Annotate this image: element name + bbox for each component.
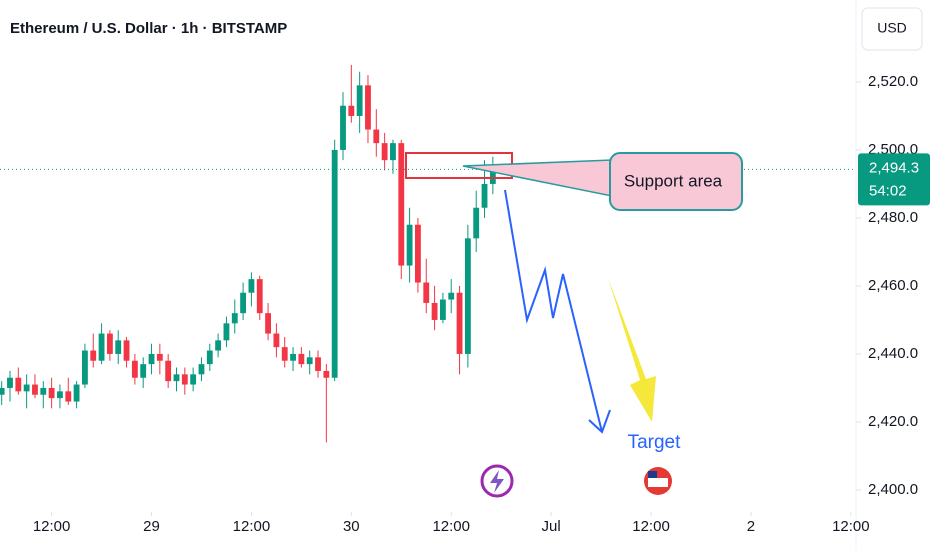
candle-body — [456, 292, 463, 354]
candle-body — [481, 183, 488, 208]
candle-body — [356, 85, 363, 116]
candle-body — [57, 391, 63, 399]
candle-body — [331, 149, 338, 378]
y-tick-label: 2,480.0 — [868, 209, 918, 226]
candle-body — [98, 333, 105, 361]
candle-body — [190, 374, 197, 385]
candle-body — [340, 105, 346, 150]
candle-body — [323, 370, 330, 378]
candle-body — [464, 238, 471, 354]
candle-body — [7, 377, 13, 388]
candle-body — [315, 357, 321, 371]
y-tick-label: 2,460.0 — [868, 277, 918, 294]
candle-body — [106, 333, 113, 354]
candle-body — [448, 292, 455, 300]
x-tick-label: Jul — [542, 518, 561, 535]
candle-body — [223, 323, 230, 341]
candle-body — [306, 357, 313, 365]
candle-body — [0, 387, 5, 395]
x-tick-label: 29 — [143, 518, 160, 535]
y-tick-label: 2,400.0 — [868, 481, 918, 498]
y-tick-label: 2,440.0 — [868, 345, 918, 362]
candle-body — [473, 207, 480, 239]
x-tick-label: 12:00 — [432, 518, 470, 535]
candle-body — [348, 105, 355, 116]
y-tick-label: 2,420.0 — [868, 413, 918, 430]
event-bolt — [490, 470, 504, 493]
candle-body — [439, 299, 446, 320]
target-label: Target — [628, 432, 682, 453]
candle-body — [489, 169, 496, 184]
candle-body — [398, 143, 405, 266]
candle-body — [32, 384, 38, 395]
last-price-label: 2,494.3 — [869, 159, 919, 176]
x-tick-label: 12:00 — [632, 518, 670, 535]
candle-body — [298, 353, 305, 365]
candle-body — [256, 279, 263, 314]
candle-body — [265, 313, 271, 334]
x-tick-label: 12:00 — [832, 518, 870, 535]
projection-arrowhead — [588, 409, 611, 434]
candle-body — [65, 391, 72, 402]
candle-body — [15, 377, 22, 392]
candle-body — [131, 360, 138, 378]
candle-body — [165, 360, 172, 382]
x-tick-label: 12:00 — [33, 518, 71, 535]
candle-body — [248, 279, 255, 293]
candle-body — [115, 340, 122, 354]
candle-body — [181, 374, 188, 385]
y-tick-label: 2,520.0 — [868, 73, 918, 90]
flag-stripe — [648, 478, 668, 487]
candle-body — [23, 384, 30, 392]
countdown-label: 54:02 — [869, 182, 907, 199]
candle-body — [231, 313, 238, 324]
x-tick-label: 30 — [343, 518, 360, 535]
flag-canton — [648, 471, 657, 478]
candle-body — [273, 333, 280, 348]
candle-body — [90, 350, 97, 361]
candle-body — [365, 85, 371, 130]
candle-body — [123, 340, 130, 361]
candle-body — [290, 353, 296, 361]
candle-body — [82, 350, 88, 385]
x-tick-label: 12:00 — [233, 518, 271, 535]
candle-body — [173, 374, 180, 382]
callout-joint — [612, 163, 618, 195]
candle-body — [40, 387, 47, 395]
candle-body — [281, 347, 288, 361]
candle-body — [390, 143, 396, 161]
chart-title: Ethereum / U.S. Dollar · 1h · BITSTAMP — [10, 20, 287, 37]
candle-body — [423, 282, 430, 303]
candle-body — [206, 350, 213, 365]
candle-body — [140, 364, 147, 378]
callout-text: Support area — [624, 171, 723, 190]
candle-body — [73, 384, 80, 402]
candle-body — [156, 353, 163, 361]
currency-button[interactable] — [861, 7, 923, 51]
candle-body — [415, 224, 421, 283]
x-tick-label: 2 — [747, 518, 755, 535]
candle-body — [431, 302, 438, 320]
projection-path — [504, 189, 603, 433]
target-arrow — [608, 278, 656, 422]
candle-body — [48, 387, 55, 399]
currency-label[interactable]: USD — [877, 20, 907, 36]
candle-body — [215, 340, 222, 351]
candle-body — [240, 292, 247, 314]
candle-body — [373, 129, 380, 144]
candle-body — [198, 364, 205, 375]
candle-body — [381, 143, 388, 161]
callout-box — [609, 152, 743, 211]
last-price-badge — [858, 153, 930, 206]
event-icon[interactable] — [480, 464, 514, 498]
candle-body — [148, 353, 155, 365]
candle-body — [406, 224, 413, 266]
